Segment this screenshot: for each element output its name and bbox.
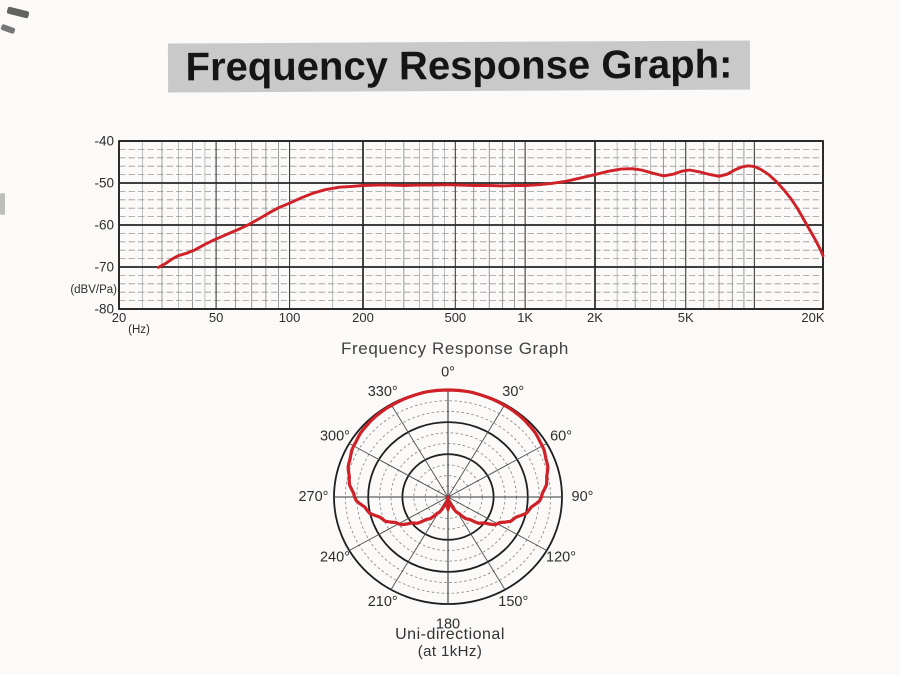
frequency-chart-caption: Frequency Response Graph	[341, 339, 569, 358]
svg-text:180: 180	[436, 616, 460, 632]
svg-text:50: 50	[209, 310, 223, 325]
svg-text:210°: 210°	[368, 594, 398, 610]
frequency-response-chart: -40 -50 -60 -70 -80 (dBV/Pa) 20 50 100 200 500 1K 2K…	[70, 134, 825, 337]
freq-plot-border	[118, 140, 824, 310]
freq-x-unit-label: (Hz)	[128, 324, 150, 336]
polar-chart-subcaption: (at 1kHz)	[417, 643, 483, 660]
svg-text:500: 500	[444, 310, 466, 325]
svg-text:-70: -70	[94, 260, 114, 275]
freq-y-tick-labels: -40 -50 -60 -70 -80	[94, 134, 114, 317]
svg-text:-60: -60	[94, 218, 114, 233]
svg-text:2K: 2K	[587, 310, 603, 325]
polar-angle-labels: 0° 30° 60° 90° 120° 150° 180 210° 240° 270° 300° 33…	[298, 365, 593, 633]
polar-pattern-curve	[346, 388, 550, 527]
scan-artifact	[0, 193, 5, 215]
svg-text:240°: 240°	[320, 550, 350, 566]
svg-text:-50: -50	[94, 176, 114, 191]
freq-x-tick-labels: 20 50 100 200 500 1K 2K 5K 20K	[112, 310, 825, 325]
svg-text:270°: 270°	[298, 489, 328, 505]
svg-text:30°: 30°	[502, 384, 524, 400]
freq-grid-horizontal-minor	[119, 148, 823, 302]
freq-y-unit-label: (dBV/Pa)	[70, 284, 117, 296]
svg-text:330°: 330°	[368, 384, 398, 400]
svg-text:20: 20	[112, 310, 126, 325]
svg-text:100: 100	[279, 310, 301, 325]
svg-text:60°: 60°	[550, 428, 572, 444]
frequency-response-curve	[156, 164, 825, 269]
svg-text:120°: 120°	[546, 550, 576, 566]
svg-text:-80: -80	[94, 302, 114, 317]
svg-text:90°: 90°	[572, 489, 594, 505]
svg-text:20K: 20K	[801, 310, 824, 325]
polar-rear-lobe	[445, 497, 451, 513]
polar-pattern-chart: 0° 30° 60° 90° 120° 150° 180 210° 240° 270° 300° 33…	[298, 365, 593, 633]
polar-chart-caption: Uni-directional	[395, 626, 505, 643]
svg-text:-40: -40	[94, 134, 114, 149]
svg-text:1K: 1K	[517, 310, 533, 325]
svg-text:5K: 5K	[678, 310, 694, 325]
svg-text:150°: 150°	[498, 594, 528, 610]
svg-text:300°: 300°	[320, 428, 350, 444]
svg-text:0°: 0°	[441, 365, 455, 381]
svg-text:200: 200	[352, 310, 374, 325]
